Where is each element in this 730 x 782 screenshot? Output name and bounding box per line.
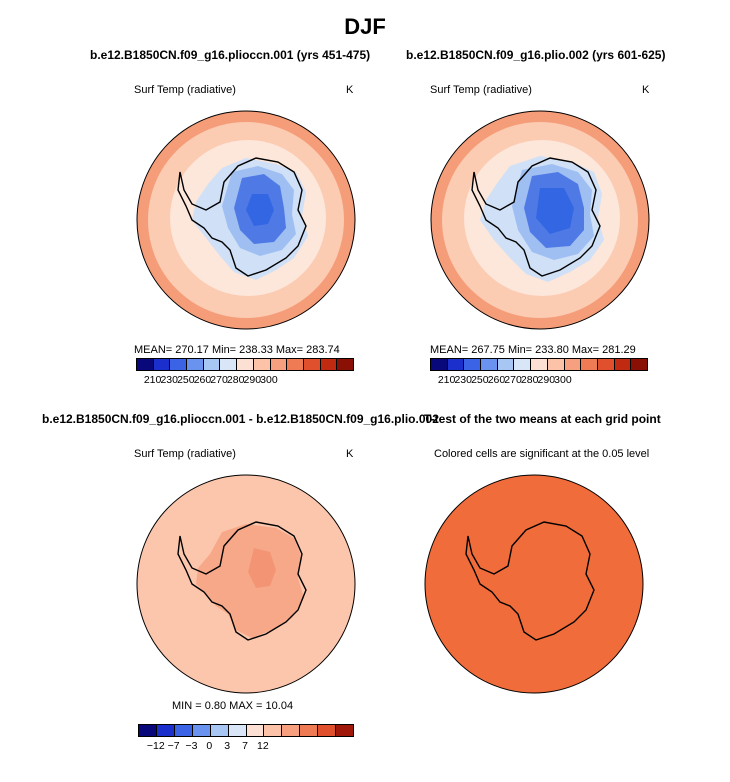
colorbar-tick-label: 250 — [471, 374, 489, 386]
colorbar-swatch — [564, 359, 582, 370]
panel4-title: T-test of the two means at each grid poi… — [424, 412, 661, 426]
colorbar-tick-label: 290 — [243, 374, 262, 386]
colorbar-tick-label: 12 — [256, 740, 269, 752]
panel1-colorbar — [136, 358, 354, 371]
colorbar-swatch — [253, 359, 271, 370]
panel3-subtitle: Surf Temp (radiative) — [134, 448, 236, 460]
colorbar-swatch — [156, 725, 175, 736]
colorbar-tick-label: 280 — [520, 374, 539, 386]
colorbar-swatch — [631, 359, 647, 370]
colorbar-swatch — [246, 725, 265, 736]
panel1-map — [136, 110, 356, 330]
colorbar-swatch — [431, 359, 448, 370]
panel2-coastline — [471, 157, 601, 277]
colorbar-swatch — [337, 359, 353, 370]
colorbar-swatch — [464, 359, 482, 370]
colorbar-tick-label: 260 — [487, 374, 506, 386]
colorbar-tick-label: 0 — [206, 740, 213, 752]
colorbar-swatch — [203, 359, 221, 370]
panel3-map — [136, 474, 356, 694]
colorbar-swatch — [139, 725, 157, 736]
panel3-units: K — [346, 448, 354, 460]
colorbar-swatch — [514, 359, 532, 370]
panel2-units: K — [642, 84, 650, 96]
colorbar-swatch — [547, 359, 565, 370]
colorbar-swatch — [210, 725, 229, 736]
colorbar-tick-label: 7 — [242, 740, 248, 752]
colorbar-tick-label: 230 — [160, 374, 178, 386]
colorbar-swatch — [153, 359, 171, 370]
colorbar-swatch — [614, 359, 632, 370]
colorbar-swatch — [336, 725, 354, 736]
colorbar-swatch — [174, 725, 193, 736]
colorbar-tick-label: 230 — [454, 374, 472, 386]
colorbar-swatch — [237, 359, 254, 370]
colorbar-swatch — [187, 359, 204, 370]
colorbar-swatch — [531, 359, 548, 370]
colorbar-swatch — [264, 725, 283, 736]
colorbar-swatch — [192, 725, 211, 736]
colorbar-tick-label: −3 — [185, 740, 198, 752]
panel2-map — [430, 110, 650, 330]
panel4-map-border — [424, 474, 644, 694]
colorbar-swatch — [137, 359, 154, 370]
panel2-map-border — [430, 110, 650, 330]
colorbar-tick-label: 210 — [437, 374, 456, 386]
panel2-title: b.e12.B1850CN.f09_g16.plio.002 (yrs 601-… — [406, 48, 666, 62]
colorbar-swatch — [170, 359, 188, 370]
colorbar-swatch — [320, 359, 338, 370]
panel2-colorbar — [430, 358, 648, 371]
colorbar-swatch — [481, 359, 498, 370]
colorbar-swatch — [228, 725, 247, 736]
panel1-subtitle: Surf Temp (radiative) — [134, 84, 236, 96]
panel4-coastline — [465, 521, 595, 641]
colorbar-swatch — [287, 359, 304, 370]
panel1-map-border — [136, 110, 356, 330]
colorbar-tick-label: 270 — [210, 374, 228, 386]
colorbar-swatch — [447, 359, 465, 370]
colorbar-tick-label: 3 — [224, 740, 231, 752]
colorbar-swatch — [282, 725, 301, 736]
colorbar-swatch — [300, 725, 319, 736]
colorbar-tick-label: 300 — [260, 374, 278, 386]
panel3-core-anomaly — [248, 548, 276, 588]
colorbar-swatch — [497, 359, 515, 370]
panel2-subtitle: Surf Temp (radiative) — [430, 84, 532, 96]
panel4-map — [424, 474, 644, 694]
panel3-title: b.e12.B1850CN.f09_g16.plioccn.001 - b.e1… — [42, 412, 439, 426]
panel3-stats: MIN = 0.80 MAX = 10.04 — [172, 700, 294, 712]
panel1-colorbar-ticks: 210 230 250 260 270 280 290 300 — [136, 374, 352, 388]
colorbar-tick-label: −12 — [146, 740, 165, 752]
panel3-coastline — [177, 521, 307, 641]
panel4-subtitle: Colored cells are significant at the 0.0… — [434, 448, 650, 460]
colorbar-tick-label: 280 — [226, 374, 245, 386]
colorbar-swatch — [597, 359, 615, 370]
panel3-colorbar-ticks: −12 −7 −3 0 3 7 12 — [138, 740, 352, 754]
colorbar-tick-label: 300 — [554, 374, 572, 386]
panel2-stats: MEAN= 267.75 Min= 233.80 Max= 281.29 — [430, 344, 636, 356]
panel2-ice-deep — [536, 188, 574, 234]
colorbar-tick-label: 270 — [504, 374, 522, 386]
colorbar-swatch — [303, 359, 321, 370]
colorbar-swatch — [270, 359, 288, 370]
panel1-units: K — [346, 84, 354, 96]
colorbar-swatch — [220, 359, 238, 370]
panel1-coastline — [177, 157, 307, 277]
colorbar-swatch — [318, 725, 337, 736]
panel3-colorbar — [138, 724, 354, 737]
colorbar-tick-label: 260 — [193, 374, 212, 386]
colorbar-tick-label: 210 — [143, 374, 162, 386]
panel4-fill — [425, 475, 643, 693]
colorbar-tick-label: 250 — [177, 374, 195, 386]
colorbar-tick-label: 290 — [537, 374, 556, 386]
panel1-ice-deep — [246, 194, 274, 226]
panel3-map-border — [136, 474, 356, 694]
panel1-title: b.e12.B1850CN.f09_g16.plioccn.001 (yrs 4… — [90, 48, 371, 62]
colorbar-swatch — [581, 359, 598, 370]
figure-title: DJF — [344, 14, 386, 39]
colorbar-tick-label: −7 — [167, 740, 180, 752]
panel2-colorbar-ticks: 210 230 250 260 270 280 290 300 — [430, 374, 646, 388]
panel1-stats: MEAN= 270.17 Min= 238.33 Max= 283.74 — [134, 344, 340, 356]
